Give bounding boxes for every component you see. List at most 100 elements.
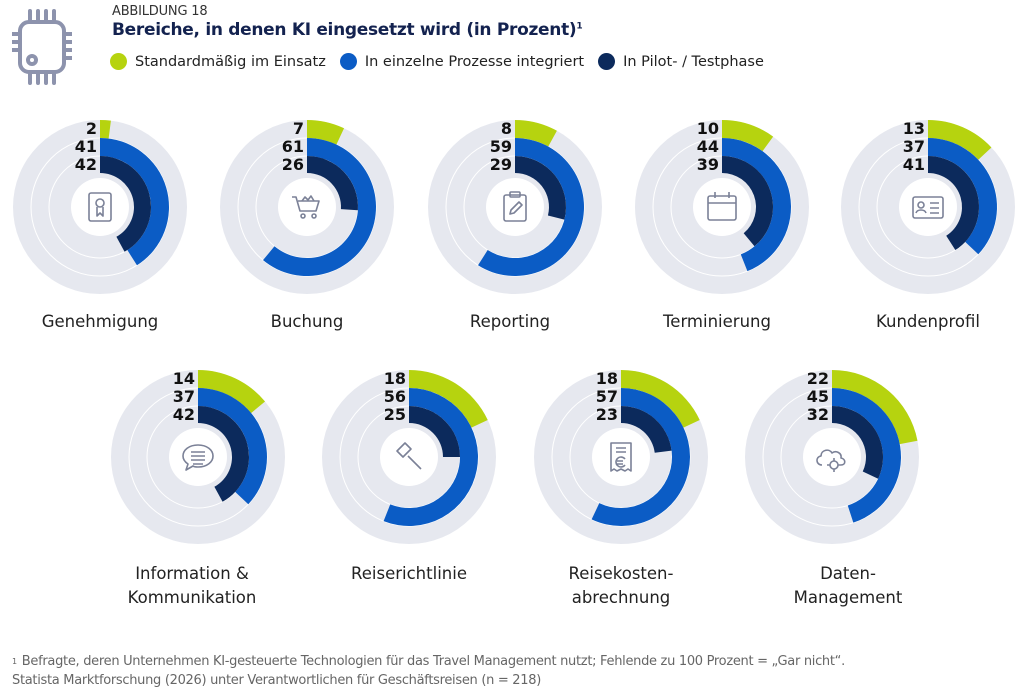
value-label-integriert: 59 <box>490 137 512 156</box>
value-label-standard: 13 <box>903 119 925 138</box>
value-label-standard: 22 <box>807 369 829 388</box>
bar-integriert <box>263 138 376 276</box>
value-label-pilot: 42 <box>173 405 195 424</box>
value-label-integriert: 37 <box>173 387 195 406</box>
legend-item-standard: Standardmäßig im Einsatz <box>110 53 326 70</box>
category-label-line: Kundenprofil <box>876 312 980 331</box>
value-label-standard: 18 <box>384 369 406 388</box>
bar-standard <box>409 370 488 428</box>
value-label-standard: 2 <box>86 119 97 138</box>
bar-integriert <box>100 138 170 266</box>
legend: Standardmäßig im Einsatz In einzelne Pro… <box>110 53 764 70</box>
legend-item-integriert: In einzelne Prozesse integriert <box>339 53 585 70</box>
bar-pilot <box>515 156 566 220</box>
bar-integriert <box>722 138 792 272</box>
value-label-pilot: 32 <box>807 405 829 424</box>
category-label: Kundenprofil <box>876 312 980 331</box>
figure-kicker: ABBILDUNG 18 <box>112 4 208 19</box>
value-label-integriert: 57 <box>596 387 618 406</box>
category-label-line: Reisekosten- <box>569 564 674 583</box>
chart-center <box>803 428 861 486</box>
category-label: Reisekosten-abrechnung <box>569 564 674 607</box>
value-label-standard: 10 <box>697 119 719 138</box>
category-label: Reiserichtlinie <box>351 564 467 583</box>
footnote-source: Statista Marktforschung (2026) unter Ver… <box>12 673 541 688</box>
bar-standard <box>100 120 111 139</box>
shopping-cart-icon <box>292 195 320 219</box>
category-label-line: Terminierung <box>662 312 771 331</box>
bar-standard <box>722 120 774 152</box>
title-text: Bereiche, in denen KI eingesetzt wird (i… <box>112 20 577 40</box>
bar-integriert <box>478 138 584 276</box>
footnote-mark: 1 <box>12 657 17 666</box>
value-label-integriert: 41 <box>75 137 97 156</box>
chart-center <box>278 178 336 236</box>
bar-pilot <box>307 156 358 211</box>
category-label-line: Daten- <box>820 564 876 583</box>
bar-integriert <box>832 388 902 523</box>
legend-label: Standardmäßig im Einsatz <box>135 53 326 70</box>
value-label-integriert: 61 <box>282 137 304 156</box>
value-label-pilot: 41 <box>903 155 925 174</box>
bar-standard <box>832 370 918 445</box>
bar-integriert <box>198 388 268 505</box>
legend-swatch-standard <box>110 53 127 70</box>
chart-center <box>693 178 751 236</box>
bar-standard <box>307 120 345 145</box>
category-label: Information & Kommunikation <box>128 564 257 607</box>
category-label-line: Kommunikation <box>128 588 257 607</box>
category-label-line: Reiserichtlinie <box>351 564 467 583</box>
footnote-text: Befragte, deren Unternehmen KI-gesteuert… <box>21 654 845 669</box>
bar-standard <box>198 370 266 414</box>
value-label-standard: 7 <box>293 119 304 138</box>
category-label-line: abrechnung <box>572 588 671 607</box>
legend-label: In einzelne Prozesse integriert <box>364 53 585 70</box>
euro-receipt-icon <box>610 442 632 472</box>
value-label-pilot: 26 <box>282 155 304 174</box>
bar-pilot <box>621 406 672 453</box>
category-label-line: Genehmigung <box>42 312 159 331</box>
category-label: Reporting <box>470 312 550 331</box>
value-label-pilot: 23 <box>596 405 618 424</box>
bar-pilot <box>832 406 883 479</box>
bar-integriert <box>383 388 478 526</box>
value-label-standard: 18 <box>596 369 618 388</box>
chart-center <box>169 428 227 486</box>
category-label: Terminierung <box>662 312 771 331</box>
value-label-pilot: 25 <box>384 405 406 424</box>
category-label: Daten- Management <box>794 564 903 607</box>
bar-pilot <box>409 406 460 457</box>
value-label-standard: 14 <box>173 369 195 388</box>
gavel-icon <box>396 442 422 470</box>
bar-standard <box>928 120 992 160</box>
value-label-pilot: 42 <box>75 155 97 174</box>
cloud-gear-icon <box>816 449 846 472</box>
value-label-standard: 8 <box>501 119 512 138</box>
bar-pilot <box>928 156 980 251</box>
value-label-integriert: 44 <box>697 137 719 156</box>
value-label-integriert: 45 <box>807 387 829 406</box>
id-card-icon <box>912 196 944 219</box>
chart-center <box>899 178 957 236</box>
footnote: 1 Befragte, deren Unternehmen KI-gesteuer… <box>12 652 845 690</box>
legend-label: In Pilot- / Testphase <box>623 53 764 70</box>
bar-pilot <box>198 406 250 502</box>
calendar-icon <box>707 192 737 221</box>
bar-pilot <box>100 156 151 252</box>
chart-title: Bereiche, in denen KI eingesetzt wird (i… <box>112 20 583 40</box>
bar-integriert <box>591 388 691 526</box>
value-label-pilot: 29 <box>490 155 512 174</box>
category-label: Buchung <box>271 312 344 331</box>
bar-pilot <box>722 156 773 247</box>
category-label-line: Information & <box>135 564 249 583</box>
value-label-integriert: 56 <box>384 387 406 406</box>
